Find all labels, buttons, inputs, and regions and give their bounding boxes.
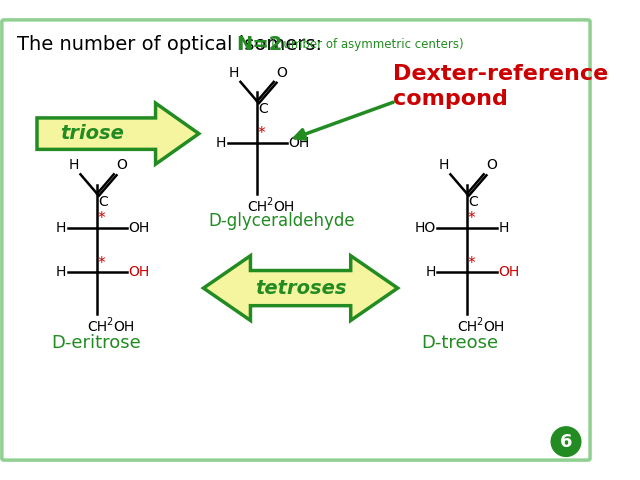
Text: HO: HO: [414, 221, 436, 235]
Text: Dexter-reference
compond: Dexter-reference compond: [393, 64, 608, 109]
Text: C: C: [258, 102, 268, 116]
Text: 2: 2: [476, 317, 483, 327]
Polygon shape: [37, 103, 199, 164]
Text: O: O: [116, 158, 127, 172]
Text: D-eritrose: D-eritrose: [51, 335, 141, 352]
Text: OH: OH: [483, 321, 504, 335]
Polygon shape: [204, 256, 397, 321]
Text: OH: OH: [113, 321, 134, 335]
Circle shape: [551, 427, 581, 456]
Text: *: *: [98, 255, 106, 271]
Text: H: H: [499, 221, 509, 235]
Text: O: O: [276, 66, 287, 80]
Text: H: H: [215, 136, 226, 150]
Text: H: H: [425, 265, 436, 279]
Text: H: H: [55, 221, 66, 235]
Text: OH: OH: [273, 200, 294, 214]
Text: C: C: [468, 195, 477, 209]
Text: tetroses: tetroses: [255, 278, 346, 298]
Text: N=2: N=2: [236, 35, 282, 54]
Text: *: *: [98, 211, 106, 226]
Text: 6: 6: [560, 432, 572, 451]
Text: OH: OH: [289, 136, 310, 150]
FancyBboxPatch shape: [2, 20, 590, 460]
Text: OH: OH: [499, 265, 520, 279]
Text: OH: OH: [129, 221, 150, 235]
Text: D-glyceraldehyde: D-glyceraldehyde: [208, 212, 355, 230]
Text: H: H: [68, 158, 79, 172]
Text: *: *: [468, 211, 476, 226]
Text: D-treose: D-treose: [421, 335, 498, 352]
Text: H: H: [228, 66, 239, 80]
Text: triose: triose: [61, 124, 124, 143]
Text: H: H: [438, 158, 449, 172]
Text: CH: CH: [247, 200, 267, 214]
Text: The number of optical isomers:: The number of optical isomers:: [17, 35, 328, 54]
Text: H: H: [55, 265, 66, 279]
Text: CH: CH: [457, 321, 477, 335]
Text: CH: CH: [87, 321, 107, 335]
Text: OH: OH: [129, 265, 150, 279]
Text: *: *: [258, 126, 266, 141]
Text: *: *: [468, 255, 476, 271]
Text: n (number of asymmetric centers): n (number of asymmetric centers): [260, 38, 463, 51]
Text: 2: 2: [106, 317, 113, 327]
Text: 2: 2: [266, 196, 273, 206]
Text: O: O: [486, 158, 497, 172]
Text: C: C: [98, 195, 108, 209]
